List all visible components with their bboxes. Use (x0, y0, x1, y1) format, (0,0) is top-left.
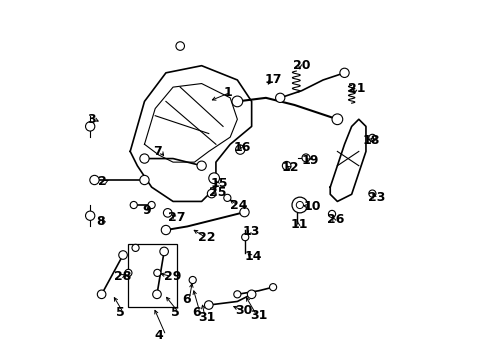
Circle shape (176, 42, 184, 50)
Circle shape (291, 197, 307, 213)
Text: 7: 7 (153, 145, 162, 158)
Text: 18: 18 (362, 134, 379, 147)
Circle shape (197, 161, 206, 170)
Circle shape (368, 134, 375, 141)
Circle shape (163, 208, 172, 217)
Circle shape (119, 251, 127, 259)
Text: 23: 23 (367, 192, 385, 204)
Text: 12: 12 (282, 161, 299, 174)
Circle shape (302, 154, 309, 162)
Text: 1: 1 (223, 86, 231, 99)
Polygon shape (329, 119, 365, 202)
Text: 6: 6 (192, 306, 201, 319)
Bar (128, 244, 176, 307)
Text: 28: 28 (114, 270, 131, 283)
Circle shape (85, 211, 95, 220)
Circle shape (241, 234, 248, 241)
Circle shape (331, 114, 342, 125)
Text: 29: 29 (164, 270, 181, 283)
Circle shape (160, 247, 168, 256)
Circle shape (152, 290, 161, 298)
Circle shape (368, 190, 375, 197)
Text: 5: 5 (171, 306, 180, 319)
Circle shape (224, 194, 230, 202)
Text: 2: 2 (98, 175, 106, 188)
Text: 21: 21 (347, 82, 365, 95)
Text: 22: 22 (198, 231, 215, 244)
Text: 27: 27 (167, 211, 185, 224)
Polygon shape (130, 66, 251, 202)
Circle shape (247, 290, 255, 298)
Circle shape (97, 290, 106, 298)
Text: 16: 16 (233, 141, 251, 154)
Text: 13: 13 (242, 225, 260, 238)
Text: 11: 11 (290, 218, 308, 231)
Circle shape (269, 284, 276, 291)
Circle shape (153, 269, 161, 276)
Circle shape (90, 175, 99, 185)
Text: 9: 9 (142, 204, 151, 217)
Text: 24: 24 (230, 198, 247, 212)
Circle shape (231, 96, 242, 107)
Text: 19: 19 (301, 154, 318, 167)
Text: 30: 30 (235, 304, 252, 317)
Text: 5: 5 (116, 306, 124, 319)
Text: 31: 31 (198, 311, 215, 324)
Text: 17: 17 (264, 73, 281, 86)
Circle shape (140, 154, 149, 163)
Circle shape (204, 301, 213, 309)
Circle shape (339, 68, 348, 77)
Text: 8: 8 (96, 215, 104, 228)
Text: 6: 6 (182, 293, 190, 306)
Text: 4: 4 (154, 329, 163, 342)
Circle shape (161, 225, 170, 235)
Circle shape (235, 145, 244, 154)
Text: 26: 26 (326, 213, 344, 226)
Circle shape (282, 161, 290, 170)
Text: 20: 20 (292, 59, 309, 72)
Text: 10: 10 (303, 200, 320, 213)
Text: 15: 15 (210, 177, 227, 190)
Circle shape (189, 276, 196, 284)
Circle shape (130, 202, 137, 208)
Circle shape (328, 210, 335, 217)
Text: 3: 3 (87, 113, 96, 126)
Circle shape (240, 207, 248, 217)
Circle shape (148, 202, 155, 208)
Circle shape (140, 175, 149, 185)
Circle shape (233, 291, 241, 298)
Text: 25: 25 (208, 186, 226, 199)
Circle shape (85, 122, 95, 131)
Circle shape (124, 269, 132, 276)
Circle shape (132, 244, 139, 251)
Circle shape (275, 93, 285, 103)
Text: 31: 31 (249, 309, 266, 322)
Text: 14: 14 (244, 250, 262, 263)
Circle shape (207, 189, 216, 198)
Circle shape (208, 173, 219, 184)
